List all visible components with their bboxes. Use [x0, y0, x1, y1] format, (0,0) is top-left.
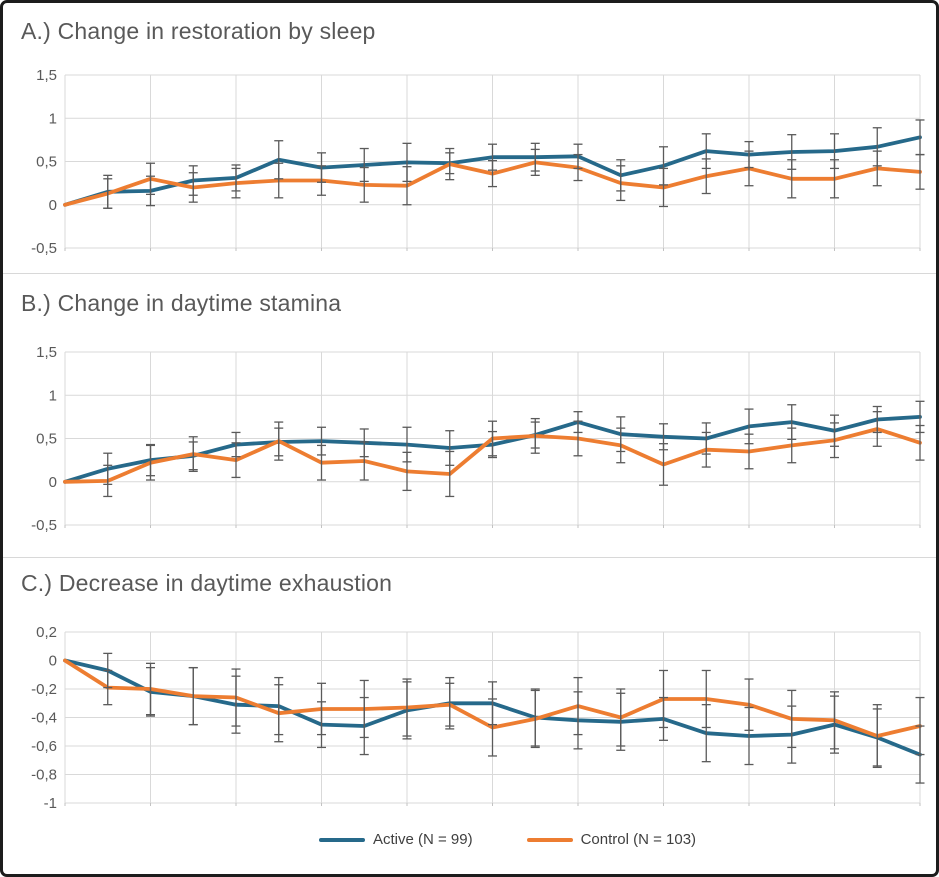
panel-a-title: A.) Change in restoration by sleep — [21, 18, 376, 44]
chart-a-restoration-by-sleep: 1,5 1 0,5 0 -0,5 — [31, 67, 925, 257]
legend-line-active — [318, 837, 365, 842]
svg-text:0,5: 0,5 — [36, 154, 57, 171]
svg-text:0,2: 0,2 — [36, 624, 57, 641]
chart-b-daytime-stamina: 1,5 1 0,5 0 -0,5 — [31, 344, 925, 534]
svg-text:0,5: 0,5 — [36, 431, 57, 448]
svg-text:0: 0 — [49, 197, 57, 214]
svg-text:-0,5: -0,5 — [31, 517, 57, 534]
panel-c-title: C.) Decrease in daytime exhaustion — [21, 570, 393, 596]
panel-b-title: B.) Change in daytime stamina — [21, 290, 342, 316]
svg-text:1: 1 — [49, 110, 57, 127]
svg-text:-0,8: -0,8 — [31, 767, 57, 784]
panel-divider — [0, 557, 939, 558]
legend-line-control — [526, 837, 573, 842]
legend-label-control: Control (N = 103) — [580, 831, 697, 848]
legend-label-active: Active (N = 99) — [372, 831, 473, 848]
svg-text:1: 1 — [49, 387, 57, 404]
panel-divider — [0, 273, 939, 274]
svg-text:-0,5: -0,5 — [31, 240, 57, 257]
svg-text:1,5: 1,5 — [36, 67, 57, 84]
chart-c-daytime-exhaustion: 0,2 0 -0,2 -0,4 -0,6 -0,8 -1 — [31, 624, 925, 812]
legend: Active (N = 99) Control (N = 103) — [38, 831, 939, 848]
svg-text:-0,6: -0,6 — [31, 738, 57, 755]
legend-item-control: Control (N = 103) — [526, 831, 697, 848]
svg-text:1,5: 1,5 — [36, 344, 57, 361]
legend-item-active: Active (N = 99) — [318, 831, 473, 848]
svg-text:-1: -1 — [44, 795, 57, 812]
svg-text:-0,2: -0,2 — [31, 681, 57, 698]
svg-text:0: 0 — [49, 474, 57, 491]
svg-text:-0,4: -0,4 — [31, 710, 57, 727]
svg-text:0: 0 — [49, 653, 57, 670]
